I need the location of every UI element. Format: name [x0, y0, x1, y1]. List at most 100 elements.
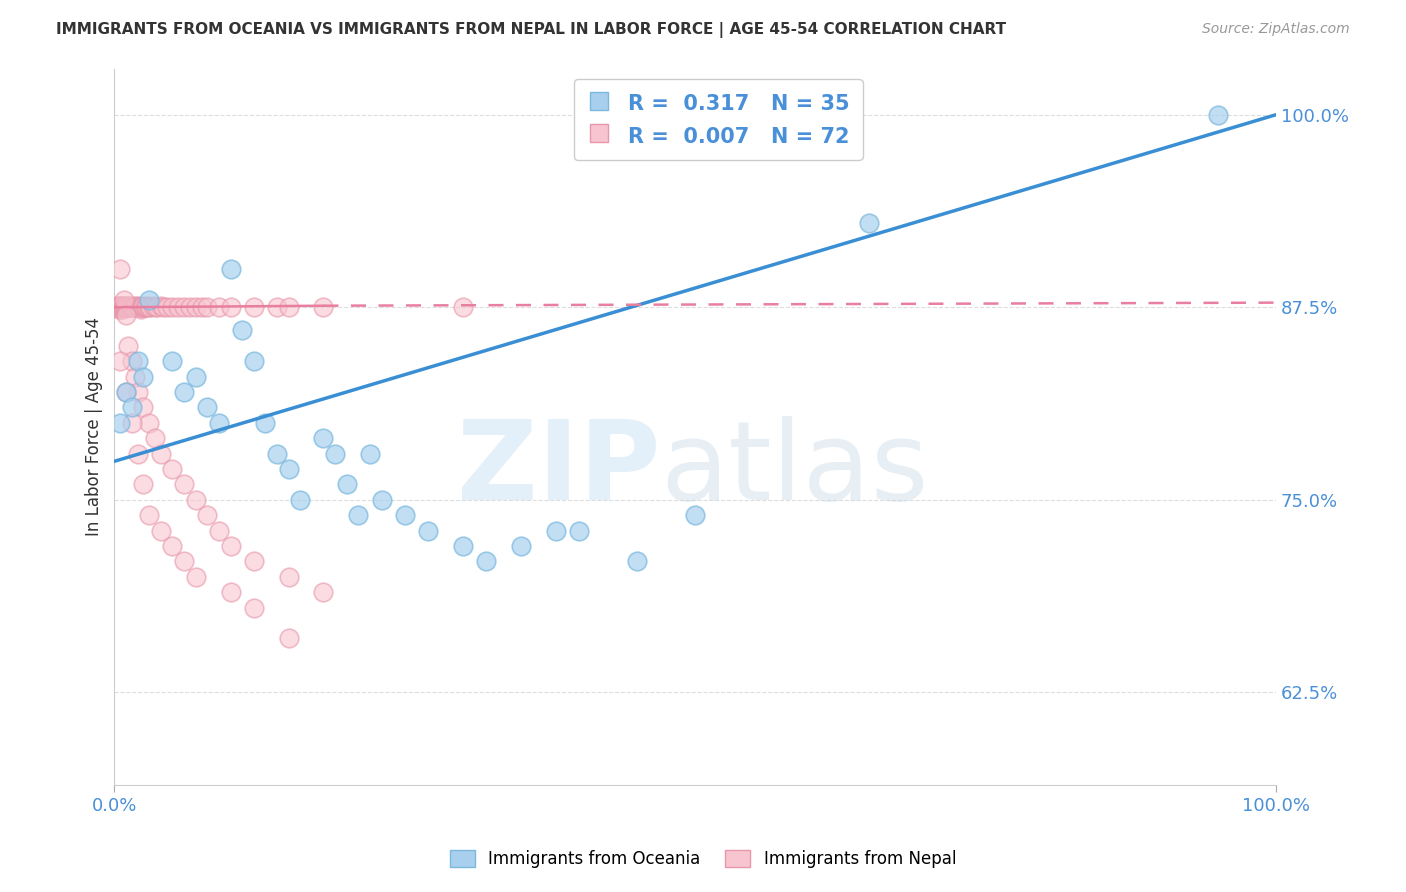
Point — [219, 300, 242, 314]
Point — [105, 299, 128, 313]
Text: Source: ZipAtlas.com: Source: ZipAtlas.com — [1202, 22, 1350, 37]
Point — [146, 300, 169, 314]
Point — [108, 301, 131, 316]
Point — [121, 299, 143, 313]
Point — [136, 299, 159, 313]
Point — [115, 300, 138, 314]
Point — [115, 384, 138, 399]
Point — [277, 462, 299, 476]
Point — [277, 570, 299, 584]
Point — [110, 354, 132, 368]
Point — [115, 300, 138, 314]
Point — [219, 539, 242, 553]
Point — [121, 416, 143, 430]
Point — [115, 384, 138, 399]
Point — [149, 447, 172, 461]
Point — [110, 300, 132, 314]
Point — [114, 299, 136, 313]
Point — [312, 431, 335, 445]
Point — [149, 524, 172, 538]
Point — [858, 215, 880, 229]
Point — [568, 524, 591, 538]
Point — [138, 416, 160, 430]
Point — [112, 300, 135, 314]
Point — [195, 300, 218, 314]
Point — [266, 447, 288, 461]
Point — [118, 300, 141, 314]
Point — [127, 447, 149, 461]
Point — [626, 554, 648, 568]
Point — [544, 524, 567, 538]
Point — [110, 416, 132, 430]
Point — [394, 508, 416, 523]
Point — [127, 300, 149, 314]
Point — [156, 300, 179, 314]
Legend: Immigrants from Oceania, Immigrants from Nepal: Immigrants from Oceania, Immigrants from… — [443, 843, 963, 875]
Point — [132, 369, 155, 384]
Point — [132, 477, 155, 491]
Point — [120, 300, 142, 314]
Point — [121, 300, 143, 314]
Point — [127, 384, 149, 399]
Point — [149, 299, 172, 313]
Point — [117, 300, 139, 314]
Point — [135, 300, 157, 314]
Point — [110, 300, 132, 314]
Point — [162, 539, 184, 553]
Point — [117, 339, 139, 353]
Point — [129, 300, 152, 314]
Point — [173, 384, 195, 399]
Point — [127, 299, 149, 313]
Point — [184, 492, 207, 507]
Point — [138, 300, 160, 314]
Point — [347, 508, 370, 523]
Point — [475, 554, 498, 568]
Point — [132, 299, 155, 313]
Text: ZIP: ZIP — [457, 416, 661, 523]
Point — [112, 293, 135, 307]
Point — [167, 300, 190, 314]
Point — [132, 401, 155, 415]
Point — [208, 300, 231, 314]
Point — [110, 299, 132, 313]
Point — [510, 539, 533, 553]
Point — [208, 416, 231, 430]
Point — [243, 354, 266, 368]
Point — [122, 300, 145, 314]
Point — [219, 261, 242, 276]
Point — [1206, 108, 1229, 122]
Point — [108, 299, 131, 313]
Point — [266, 300, 288, 314]
Point — [173, 300, 195, 314]
Y-axis label: In Labor Force | Age 45-54: In Labor Force | Age 45-54 — [86, 318, 103, 536]
Point — [179, 300, 201, 314]
Point — [138, 508, 160, 523]
Point — [121, 354, 143, 368]
Text: atlas: atlas — [661, 416, 929, 523]
Point — [208, 524, 231, 538]
Point — [129, 301, 152, 316]
Point — [118, 299, 141, 313]
Point — [105, 300, 128, 314]
Point — [115, 308, 138, 322]
Point — [416, 524, 439, 538]
Point — [359, 447, 381, 461]
Point — [139, 300, 162, 314]
Point — [138, 293, 160, 307]
Point — [312, 300, 335, 314]
Point — [117, 299, 139, 313]
Point — [173, 554, 195, 568]
Point — [323, 447, 346, 461]
Point — [110, 300, 132, 314]
Point — [451, 539, 474, 553]
Point — [110, 300, 132, 314]
Point — [115, 300, 138, 314]
Point — [243, 554, 266, 568]
Point — [162, 354, 184, 368]
Text: IMMIGRANTS FROM OCEANIA VS IMMIGRANTS FROM NEPAL IN LABOR FORCE | AGE 45-54 CORR: IMMIGRANTS FROM OCEANIA VS IMMIGRANTS FR… — [56, 22, 1007, 38]
Point — [111, 300, 134, 314]
Point — [111, 300, 134, 314]
Point — [110, 299, 132, 313]
Point — [114, 300, 136, 314]
Point — [277, 632, 299, 646]
